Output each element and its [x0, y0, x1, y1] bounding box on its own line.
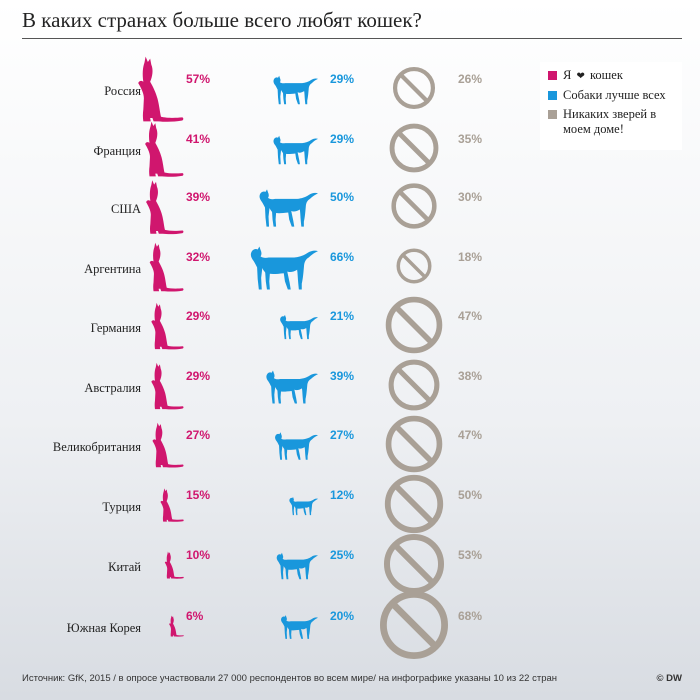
cat-value: 41%: [186, 132, 210, 146]
dog-icon: [250, 246, 318, 290]
legend-swatch-cats: [548, 71, 557, 80]
dog-icon: [266, 370, 318, 404]
none-value: 30%: [458, 190, 482, 204]
cat-value: 15%: [186, 488, 210, 502]
dog-value: 39%: [330, 369, 354, 383]
legend-label-dogs: Собаки лучше всех: [563, 88, 666, 102]
country-label: Россия: [104, 84, 141, 98]
source-note: Источник: GfK, 2015 / в опросе участвова…: [22, 673, 558, 684]
dog-value: 27%: [330, 428, 354, 442]
dog-icon: [275, 432, 318, 460]
no-sign-icon: [391, 183, 437, 229]
cat-value: 29%: [186, 309, 210, 323]
country-label: Великобритания: [53, 440, 141, 454]
legend-item-dogs: Собаки лучше всех: [548, 88, 674, 103]
cat-value: 29%: [186, 369, 210, 383]
row-3: США 39% 50% 30%: [111, 180, 482, 235]
legend-swatch-none: [548, 110, 557, 119]
dog-value: 21%: [330, 309, 354, 323]
no-sign-icon: [384, 474, 444, 534]
title-divider: [22, 38, 682, 39]
no-sign-icon: [389, 123, 439, 173]
country-label: Аргентина: [84, 262, 141, 276]
cat-value: 27%: [186, 428, 210, 442]
none-value: 26%: [458, 72, 482, 86]
page-title: В каких странах больше всего любят кошек…: [22, 8, 422, 32]
dog-value: 29%: [330, 72, 354, 86]
country-label: США: [111, 202, 141, 216]
dog-icon: [276, 552, 318, 580]
row-10: Южная Корея 6% 20% 68%: [67, 591, 482, 660]
cat-icon: [146, 180, 184, 235]
no-sign-icon: [385, 296, 443, 354]
country-label: Китай: [108, 560, 141, 574]
none-value: 47%: [458, 309, 482, 323]
legend-swatch-dogs: [548, 91, 557, 100]
no-sign-icon: [383, 533, 445, 595]
no-sign-icon: [396, 248, 432, 284]
legend-label-none: Никаких зверей в моем доме!: [563, 107, 657, 136]
dog-icon: [289, 496, 318, 516]
row-8: Турция 15% 12% 50%: [102, 474, 482, 534]
no-sign-icon: [379, 591, 448, 660]
dog-icon: [273, 75, 318, 105]
no-sign-icon: [392, 66, 436, 110]
cat-value: 39%: [186, 190, 210, 204]
none-value: 38%: [458, 369, 482, 383]
row-5: Германия 29% 21% 47%: [91, 296, 482, 354]
country-label: Турция: [102, 500, 141, 514]
cat-value: 57%: [186, 72, 210, 86]
none-value: 53%: [458, 548, 482, 562]
legend-item-cats: Я ❤ кошек: [548, 68, 674, 84]
legend-item-none: Никаких зверей в моем доме!: [548, 107, 674, 137]
country-label: Франция: [94, 144, 142, 158]
row-9: Китай 10% 25% 53%: [108, 533, 482, 595]
none-value: 50%: [458, 488, 482, 502]
none-value: 35%: [458, 132, 482, 146]
dog-value: 50%: [330, 190, 354, 204]
cat-value: 32%: [186, 250, 210, 264]
none-value: 47%: [458, 428, 482, 442]
dog-value: 20%: [330, 609, 354, 623]
cat-icon: [145, 121, 184, 177]
row-2: Франция 41% 29% 35%: [94, 121, 482, 177]
cat-icon: [169, 615, 184, 637]
dog-value: 66%: [330, 250, 354, 264]
none-value: 68%: [458, 609, 482, 623]
footer: Источник: GfK, 2015 / в опросе участвова…: [22, 673, 682, 684]
dog-value: 12%: [330, 488, 354, 502]
brand-logo: © DW: [656, 673, 682, 684]
cat-value: 6%: [186, 609, 204, 623]
row-1: Россия 57% 29% 26%: [104, 56, 482, 122]
dog-value: 25%: [330, 548, 354, 562]
cat-icon: [152, 422, 184, 468]
cat-icon: [151, 302, 184, 350]
country-label: Австралия: [84, 381, 141, 395]
dog-icon: [281, 615, 319, 639]
cat-value: 10%: [186, 548, 210, 562]
cat-icon: [151, 362, 184, 410]
dog-value: 29%: [330, 132, 354, 146]
legend-label-cats: Я ❤ кошек: [563, 68, 623, 82]
no-sign-icon: [385, 415, 443, 473]
dog-icon: [280, 314, 318, 340]
no-sign-icon: [388, 359, 440, 411]
cat-icon: [160, 488, 184, 522]
none-value: 18%: [458, 250, 482, 264]
country-label: Германия: [91, 321, 142, 335]
country-label: Южная Корея: [67, 621, 142, 635]
legend: Я ❤ кошек Собаки лучше всех Никаких звер…: [540, 62, 682, 150]
cat-icon: [164, 551, 184, 579]
row-7: Великобритания 27% 27% 47%: [53, 415, 482, 473]
row-4: Аргентина 32% 66% 18%: [84, 242, 482, 292]
dog-icon: [273, 135, 318, 165]
cat-icon: [149, 242, 184, 292]
cat-icon: [138, 56, 184, 122]
row-6: Австралия 29% 39% 38%: [84, 359, 482, 411]
dog-icon: [259, 189, 318, 227]
heart-icon: ❤: [576, 71, 585, 82]
